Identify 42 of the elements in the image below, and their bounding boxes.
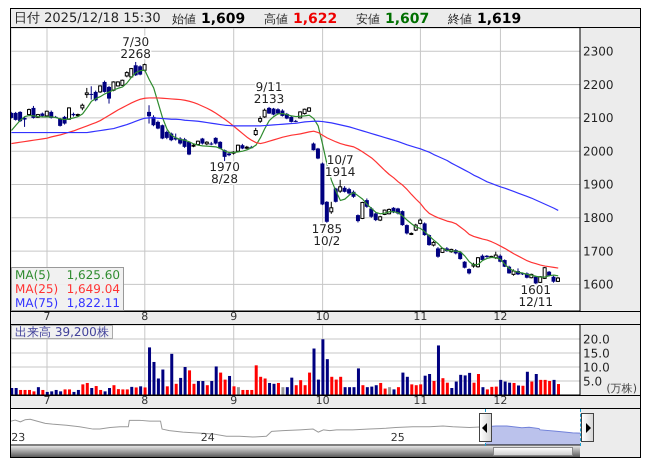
y-tick-label: 1700	[583, 244, 614, 258]
x-tick-label: 8	[141, 310, 148, 323]
text: 始値 1,609	[172, 11, 246, 27]
x-tick-label: 12	[493, 394, 508, 407]
y-tick-label: 2300	[583, 44, 614, 59]
y-tick-label: 5.0	[583, 374, 602, 388]
annotation: 1785 10/2	[312, 222, 342, 248]
y-tick-label: 1600	[583, 278, 614, 292]
y-tick-label: 20.0	[583, 332, 610, 346]
x-tick-label: 10	[316, 310, 330, 323]
text: 安値 1,607	[356, 11, 430, 27]
x-tick-label: 7	[44, 310, 51, 323]
annotation: 1601 12/11	[518, 283, 554, 310]
y-tick-label: 1800	[583, 211, 614, 226]
y-tick-label: 2100	[583, 111, 614, 126]
x-tick-label: 23	[11, 431, 26, 444]
y-tick-label: 10.0	[583, 360, 610, 374]
x-tick-label: 9	[230, 310, 238, 323]
chart-title: 日付 2025/12/18 15:30	[14, 10, 162, 27]
x-tick-label: 8	[141, 394, 148, 407]
annotation: 7/30 2268	[120, 34, 151, 61]
annotation: 9/11 2133	[254, 80, 284, 106]
x-tick-label: 12	[493, 310, 508, 323]
text: MA(25) 1,649.04	[15, 282, 120, 296]
text: 高値 1,622	[264, 11, 338, 27]
y-tick-label: 15.0	[583, 346, 610, 360]
x-tick-label: 9	[230, 394, 238, 407]
x-tick-label: 7	[44, 394, 51, 407]
y-tick-label: 2000	[583, 144, 614, 158]
text: MA(75) 1,822.11	[15, 296, 120, 310]
annotation: 出来高 39,200株	[15, 325, 109, 339]
x-tick-label: 11	[413, 310, 428, 323]
x-tick-label: 10	[316, 394, 330, 407]
y-tick-label: 2200	[583, 78, 614, 92]
text: 終値 1,619	[448, 11, 522, 27]
y-axis-title: (万株)	[606, 382, 637, 395]
x-tick-label: 24	[200, 431, 215, 444]
y-tick-label: 1900	[583, 178, 614, 192]
text: MA(5) 1,625.60	[15, 268, 120, 282]
annotation: 1970 8/28	[209, 160, 240, 186]
x-tick-label: 25	[390, 431, 405, 444]
x-tick-label: 11	[413, 394, 428, 407]
